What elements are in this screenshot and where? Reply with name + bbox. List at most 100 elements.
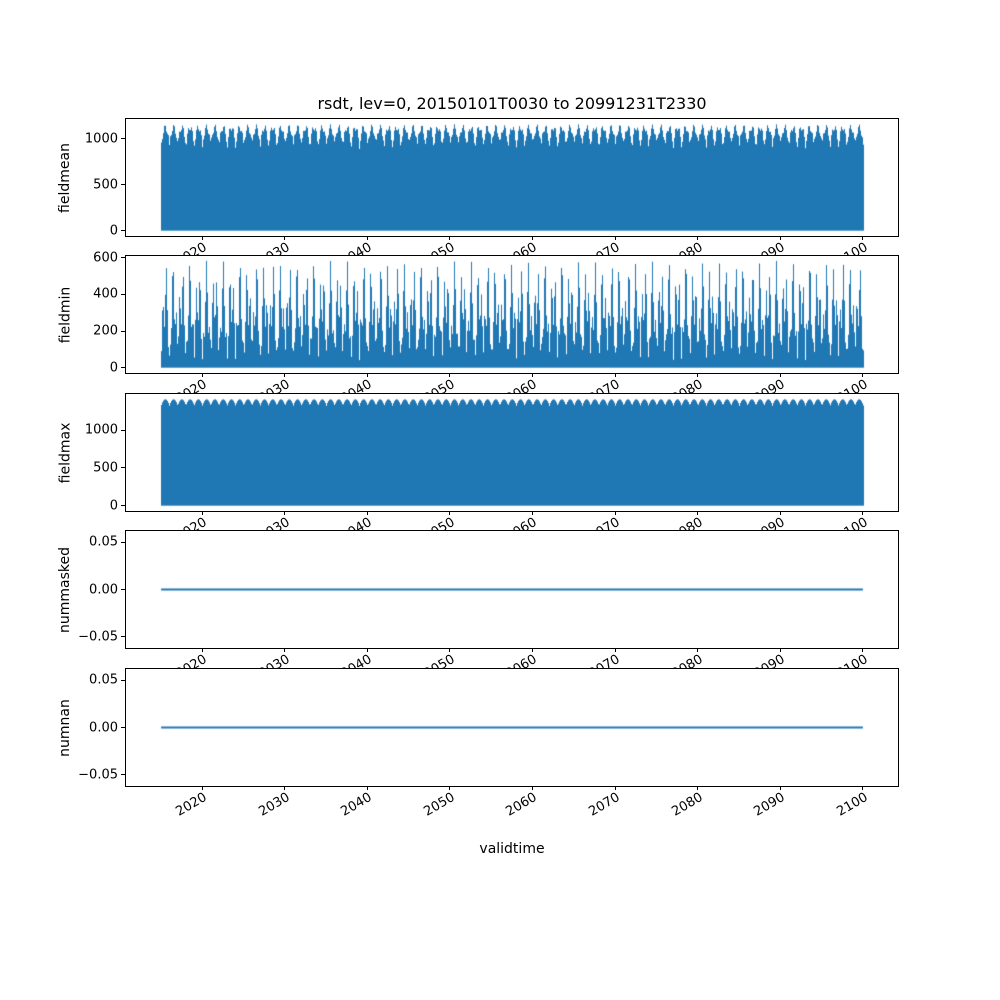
y-tick-label: 0: [109, 223, 118, 239]
y-tick-label: 600: [93, 250, 118, 266]
x-tick-mark: [284, 511, 286, 515]
x-tick-mark: [449, 373, 451, 377]
y-axis-label: fieldmean: [57, 142, 74, 213]
x-tick-mark: [284, 648, 286, 652]
x-tick-mark: [284, 786, 286, 790]
x-tick-mark: [779, 236, 781, 240]
x-tick-mark: [862, 648, 864, 652]
x-tick-mark: [697, 786, 699, 790]
x-tick-mark: [779, 373, 781, 377]
y-tick-label: 500: [93, 460, 118, 476]
plot-area-fieldmax: [126, 394, 898, 511]
x-tick-mark: [531, 648, 533, 652]
y-tick-mark: [121, 589, 125, 590]
plot-area-fieldmean: [126, 119, 898, 236]
x-tick-mark: [697, 373, 699, 377]
x-tick-label: 2070: [586, 790, 623, 820]
y-tick-label: 0.00: [89, 720, 118, 735]
x-tick-mark: [779, 511, 781, 515]
x-tick-mark: [201, 511, 203, 515]
x-tick-mark: [449, 648, 451, 652]
x-tick-mark: [366, 236, 368, 240]
x-axis-label: validtime: [479, 841, 545, 857]
x-tick-mark: [449, 511, 451, 515]
y-tick-mark: [121, 636, 125, 638]
x-tick-mark: [284, 236, 286, 240]
y-axis-label-wrap: numnan: [56, 669, 74, 786]
y-axis-label: fieldmax: [57, 422, 73, 483]
y-tick-mark: [121, 184, 125, 186]
x-tick-label: 2040: [338, 790, 375, 820]
y-tick-mark: [121, 541, 125, 543]
x-tick-mark: [614, 511, 616, 515]
y-tick-mark: [121, 774, 125, 776]
x-tick-mark: [779, 648, 781, 652]
y-tick-mark: [121, 257, 125, 259]
y-tick-label: 0: [109, 498, 118, 514]
y-tick-mark: [121, 230, 125, 232]
plot-area-fieldmin: [126, 256, 898, 373]
x-tick-mark: [366, 648, 368, 652]
y-axis-label: numnan: [57, 698, 73, 757]
x-tick-mark: [862, 786, 864, 790]
x-tick-mark: [449, 236, 451, 240]
subplot-fieldmin: fieldmin 0 200 400 600 2020 2030 2040 2050 2060…: [57, 250, 899, 407]
x-tick-mark: [531, 236, 533, 240]
y-axis-label-wrap: fieldmax: [56, 394, 74, 511]
plot-area-numnan: [126, 669, 898, 786]
x-tick-mark: [862, 236, 864, 240]
y-axis-label-wrap: fieldmin: [56, 256, 74, 373]
x-tick-mark: [201, 648, 203, 652]
y-tick-label: 400: [93, 286, 118, 302]
x-tick-mark: [284, 373, 286, 377]
y-tick-label: 1000: [84, 131, 118, 147]
x-tick-label: 2050: [421, 790, 458, 820]
x-tick-label: 2080: [669, 790, 706, 820]
subplot-nummasked: nummasked 0.05 0.00 −0.05 2020 2030 2040 2050…: [57, 530, 899, 682]
x-tick-label: 2100: [834, 790, 871, 820]
y-tick-mark: [121, 467, 125, 469]
y-tick-label: 0.05: [89, 534, 118, 550]
x-tick-mark: [366, 373, 368, 377]
x-tick-mark: [862, 373, 864, 377]
figure-title: rsdt, lev=0, 20150101T0030 to 20991231T2…: [317, 94, 707, 113]
y-tick-label: 200: [93, 323, 118, 339]
x-tick-mark: [531, 786, 533, 790]
x-tick-mark: [366, 511, 368, 515]
y-tick-mark: [121, 138, 125, 140]
x-tick-mark: [614, 236, 616, 240]
y-tick-label: 1000: [84, 422, 118, 438]
x-tick-mark: [614, 648, 616, 652]
x-tick-mark: [697, 236, 699, 240]
y-tick-mark: [121, 293, 125, 295]
x-tick-mark: [201, 373, 203, 377]
x-tick-mark: [531, 373, 533, 377]
y-tick-label: 0: [109, 360, 118, 376]
y-tick-mark: [121, 679, 125, 681]
x-tick-mark: [201, 786, 203, 790]
y-tick-mark: [121, 367, 125, 369]
x-tick-mark: [449, 786, 451, 790]
x-tick-mark: [779, 786, 781, 790]
y-tick-label: 0.00: [89, 582, 118, 597]
x-tick-mark: [531, 511, 533, 515]
y-axis-label: nummasked: [57, 546, 74, 633]
y-axis-label: fieldmin: [57, 286, 74, 343]
x-tick-mark: [366, 786, 368, 790]
x-tick-label: 2020: [173, 790, 210, 820]
x-tick-label: 2060: [503, 790, 540, 820]
y-tick-label: 500: [93, 177, 118, 193]
y-axis-label-wrap: fieldmean: [56, 119, 74, 236]
y-tick-mark: [121, 505, 125, 507]
y-tick-label: −0.05: [78, 767, 118, 783]
y-tick-label: −0.05: [78, 629, 118, 645]
y-tick-label: 0.05: [89, 672, 118, 688]
x-tick-mark: [862, 511, 864, 515]
x-tick-label: 2030: [256, 790, 293, 820]
x-tick-mark: [201, 236, 203, 240]
subplot-numnan: numnan 0.05 0.00 −0.05 2020 2030 2040 2050 206…: [57, 668, 899, 820]
x-tick-mark: [697, 648, 699, 652]
x-tick-mark: [614, 373, 616, 377]
